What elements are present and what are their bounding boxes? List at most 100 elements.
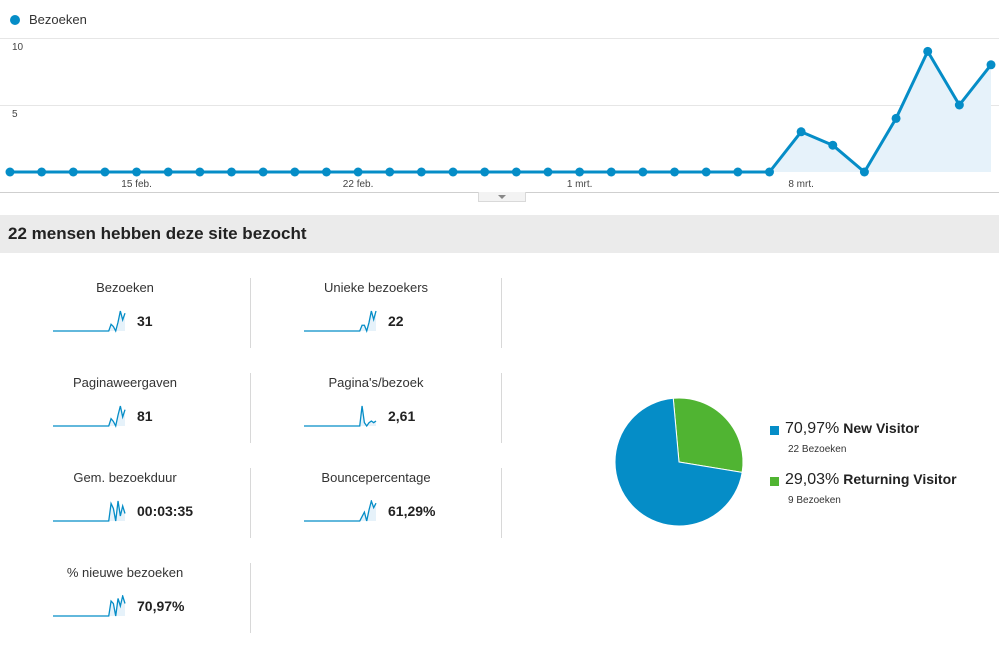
legend-dot-icon (10, 14, 20, 25)
chart-collapse-handle[interactable] (478, 192, 526, 202)
data-point[interactable] (163, 167, 173, 177)
sparkline-area (304, 501, 376, 521)
data-point[interactable] (480, 167, 490, 177)
divider (250, 563, 251, 633)
legend-swatch (770, 426, 779, 435)
sparkline-line (304, 500, 377, 522)
sparkline (53, 500, 126, 522)
data-point[interactable] (891, 113, 901, 123)
data-point[interactable] (543, 167, 553, 177)
data-point[interactable] (68, 167, 78, 177)
sparkline-line (53, 310, 126, 333)
metric-bounce-rate[interactable]: Bouncepercentage 61,29% (251, 470, 501, 540)
series-area (10, 51, 991, 172)
metric-label: Pagina's/bezoek (328, 375, 424, 390)
data-point[interactable] (416, 167, 426, 177)
sparkline-area (53, 406, 125, 426)
metric-pages-per-visit[interactable]: Pagina's/bezoek 2,61 (251, 375, 501, 445)
data-point[interactable] (100, 167, 110, 177)
metric-value: 70,97% (137, 598, 185, 614)
metric-value: 61,29% (388, 503, 436, 519)
series-line-bezoeken (10, 49, 993, 174)
sparkline (304, 500, 377, 522)
y-tick-label: 5 (12, 109, 18, 120)
metric-label: Bezoeken (96, 280, 154, 295)
metric-value: 31 (137, 313, 153, 329)
data-point[interactable] (923, 46, 933, 56)
data-point[interactable] (385, 167, 395, 177)
data-point[interactable] (37, 167, 47, 177)
sparkline (53, 310, 126, 333)
legend-percent: 70,97% (785, 420, 840, 437)
metric-label: Bouncepercentage (321, 470, 431, 485)
x-tick-label: 22 feb. (343, 179, 374, 190)
visits-chart-svg: 5 10 15 feb. 22 feb. 1 mrt. 8 mrt. (0, 38, 999, 193)
data-point[interactable] (606, 167, 616, 177)
x-tick-label: 15 feb. (121, 179, 152, 190)
metric-label: Unieke bezoekers (323, 280, 429, 295)
metric-value: 22 (388, 313, 404, 329)
data-point[interactable] (258, 167, 268, 177)
sparkline-line (304, 310, 377, 334)
data-point[interactable] (448, 167, 458, 177)
divider (250, 373, 251, 443)
data-point[interactable] (670, 167, 680, 177)
metric-label: Gem. bezoekduur (73, 470, 177, 485)
sparkline-line (53, 595, 126, 617)
pie-slice-returning-visitor[interactable] (672, 397, 744, 473)
sparkline-line (53, 500, 126, 522)
data-point[interactable] (227, 167, 237, 177)
data-point[interactable] (5, 167, 15, 177)
summary-title: 22 mensen hebben deze site bezocht (0, 215, 999, 253)
divider (501, 468, 502, 538)
data-point[interactable] (701, 167, 711, 177)
data-point[interactable] (859, 167, 869, 177)
data-point[interactable] (764, 167, 774, 177)
legend-name: Returning Visitor (843, 471, 957, 487)
y-tick-label: 10 (12, 42, 24, 53)
pie-slice-new-visitor[interactable] (614, 397, 743, 527)
chevron-down-icon (498, 194, 506, 199)
visitor-type-pie-chart (614, 397, 744, 527)
legend-count: 22 Bezoeken (788, 444, 847, 455)
data-point[interactable] (321, 167, 331, 177)
sparkline (53, 595, 126, 617)
data-point[interactable] (195, 167, 205, 177)
sparkline-line (53, 405, 126, 428)
data-point[interactable] (733, 167, 743, 177)
metric-pageviews[interactable]: Paginaweergaven 81 (0, 375, 250, 445)
metric-label: Paginaweergaven (72, 375, 178, 390)
sparkline-line (304, 405, 377, 428)
metric-avg-visit-duration[interactable]: Gem. bezoekduur 00:03:35 (0, 470, 250, 540)
metric-value: 2,61 (388, 408, 416, 424)
metric-value: 00:03:35 (137, 503, 194, 519)
data-point[interactable] (511, 167, 521, 177)
legend-swatch (770, 477, 779, 486)
data-point[interactable] (954, 100, 964, 110)
divider (250, 278, 251, 348)
data-point[interactable] (828, 140, 838, 150)
divider (250, 468, 251, 538)
legend-count: 9 Bezoeken (788, 495, 841, 506)
sparkline-area (304, 311, 376, 331)
sparkline (53, 405, 126, 428)
visits-line-chart: 5 10 15 feb. 22 feb. 1 mrt. 8 mrt. Bezoeken (0, 0, 999, 205)
data-point[interactable] (796, 127, 806, 137)
data-point[interactable] (132, 167, 142, 177)
legend-label: Bezoeken (29, 12, 87, 27)
legend-percent-row: 29,03% Returning Visitor (785, 471, 957, 489)
metric-label: % nieuwe bezoeken (66, 565, 184, 580)
metric-visits[interactable]: Bezoeken 31 (0, 280, 250, 350)
metric-unique-visitors[interactable]: Unieke bezoekers 22 (251, 280, 501, 350)
legend-name: New Visitor (843, 420, 920, 436)
metric-new-visits-percent[interactable]: % nieuwe bezoeken 70,97% (0, 565, 250, 635)
metric-value: 81 (137, 408, 153, 424)
data-point[interactable] (290, 167, 300, 177)
data-point[interactable] (575, 167, 585, 177)
legend-percent-row: 70,97% New Visitor (785, 420, 919, 438)
divider (501, 278, 502, 348)
chart-legend[interactable]: Bezoeken (10, 12, 87, 27)
data-point[interactable] (353, 167, 363, 177)
data-point[interactable] (638, 167, 648, 177)
data-point[interactable] (986, 60, 996, 70)
